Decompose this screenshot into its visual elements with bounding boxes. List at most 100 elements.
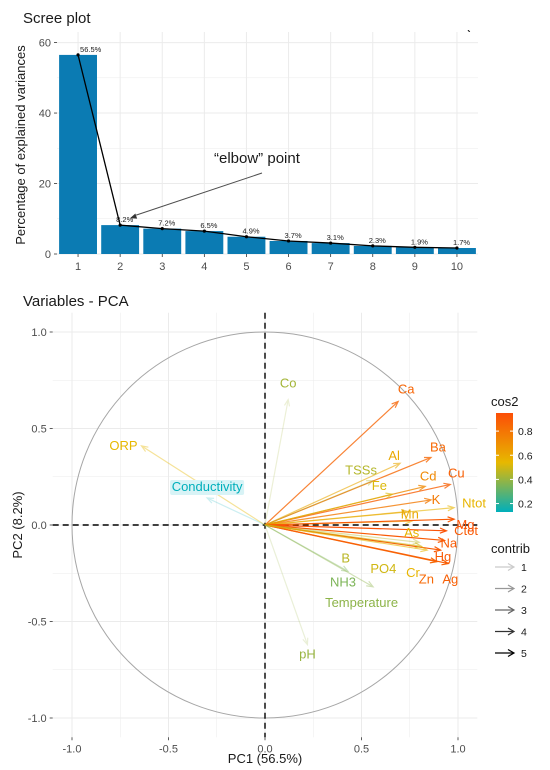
- variable-arrow-line: [264, 399, 289, 526]
- contrib-key-5: [495, 648, 516, 658]
- variable-label-hg: Hg: [435, 549, 452, 564]
- cos2-colorbar: [496, 413, 513, 512]
- variable-arrow-line: [264, 524, 374, 588]
- scree-plot-area: 0 20 40 60 56.5% 8.2% 7.2% 6.5% 4.9% 3.7% 3.1% 2.3%…: [39, 32, 478, 273]
- variable-arrow-line: [264, 456, 432, 526]
- variable-arrow-line: [264, 401, 399, 526]
- scree-data-label: 2.3%: [369, 236, 386, 245]
- elbow-arrow-head: [130, 213, 138, 219]
- scree-xtick-label: 2: [117, 261, 123, 273]
- conductivity-label-box: [170, 479, 245, 495]
- variable-arrow-k: [264, 497, 433, 526]
- variable-label-nh3: NH3: [330, 574, 356, 589]
- variable-label-ntot: Ntot: [462, 496, 486, 511]
- scree-bar: [143, 228, 182, 254]
- variable-arrow-head: [366, 580, 375, 588]
- cos2-tick-label: 0.8: [518, 426, 533, 438]
- variable-arrow-line: [264, 524, 447, 532]
- contrib-key-label: 1: [521, 562, 527, 574]
- cos2-legend: cos2 0.2 0.4 0.6 0.8: [491, 394, 533, 512]
- variable-arrow-head: [420, 546, 429, 553]
- contrib-legend: contrib 1 2 3 4 5: [491, 541, 530, 660]
- pca-panel: Variables - PCA b) PC1 (56.5%) PC2 (8.2%…: [10, 293, 533, 766]
- variable-arrow-line: [264, 524, 420, 543]
- scree-ytick-label: 20: [39, 179, 51, 191]
- cos2-tick-label: 0.6: [518, 450, 533, 462]
- variable-arrow-b: [264, 524, 422, 545]
- variable-label-ctot: Ctot: [454, 523, 478, 538]
- contrib-key-label: 5: [521, 648, 527, 660]
- pca-ytick-label: -1.0: [28, 713, 47, 725]
- scree-point: [244, 235, 249, 239]
- scree-bar: [59, 54, 97, 255]
- variable-label-temperature: Temperature: [325, 595, 398, 610]
- variable-arrow-head: [424, 497, 433, 504]
- pca-ytick-label: -0.5: [28, 617, 47, 629]
- variable-arrow-head: [433, 546, 443, 553]
- scree-data-label: 4.9%: [242, 227, 259, 236]
- cos2-tick-label: 0.2: [518, 499, 533, 511]
- variable-arrow-head: [400, 508, 410, 516]
- variable-arrow-head: [437, 536, 447, 544]
- variable-arrow-conductivity: [205, 497, 266, 526]
- contrib-key-head: [507, 648, 516, 658]
- scree-ylabel: Percentage of explained variances: [13, 45, 28, 245]
- variable-arrow-line: [264, 524, 309, 645]
- contrib-key-label: 2: [521, 584, 527, 596]
- variable-arrow-head: [443, 482, 452, 489]
- scree-ytick-label: 40: [39, 108, 51, 120]
- scree-xtick-label: 4: [201, 261, 207, 273]
- scree-data-label: 1.9%: [411, 237, 428, 246]
- variable-label-fe: Fe: [372, 478, 387, 493]
- pca-xtick-label: 1.0: [450, 743, 465, 755]
- scree-ytick-label: 60: [39, 38, 51, 50]
- variable-arrow-temperature: [264, 524, 375, 588]
- variable-label-co: Co: [280, 376, 297, 391]
- scree-bar: [185, 231, 224, 254]
- variable-label-conductivity: Conductivity: [172, 479, 243, 494]
- scree-xtick-label: 9: [412, 261, 418, 273]
- contrib-key-1: [495, 562, 516, 572]
- variable-arrow-line: [264, 462, 401, 526]
- pca-ytick-label: 0.5: [31, 424, 46, 436]
- variable-label-as: As: [404, 525, 420, 540]
- variable-arrow-line: [264, 524, 349, 572]
- variable-arrow-co: [264, 397, 291, 526]
- variable-label-mg: Mg: [456, 517, 474, 532]
- variable-arrow-head: [283, 397, 291, 407]
- cos2-legend-title: cos2: [491, 394, 518, 409]
- variable-arrow-head: [412, 538, 422, 545]
- pca-title: Variables - PCA: [23, 293, 129, 310]
- variable-arrow-head: [441, 559, 450, 566]
- scree-data-label: 6.5%: [200, 221, 217, 230]
- variable-arrow-line: [206, 497, 266, 526]
- variable-arrow-ctot: [264, 516, 456, 526]
- elbow-annotation: “elbow” point: [214, 150, 301, 167]
- contrib-key-head: [507, 562, 516, 572]
- variable-label-cr: Cr: [406, 565, 420, 580]
- scree-xtick-label: 5: [243, 261, 249, 273]
- variable-arrow-line: [264, 518, 455, 526]
- variable-arrow-mg: [264, 524, 449, 534]
- variable-arrow-head: [404, 518, 414, 525]
- scree-point: [118, 223, 122, 227]
- variable-arrow-line: [264, 493, 393, 526]
- cos2-tick-label: 0.4: [518, 474, 533, 486]
- scree-line: [77, 54, 457, 249]
- variable-arrow-head: [393, 462, 402, 469]
- pca-xtick-label: -0.5: [159, 743, 178, 755]
- scree-point: [202, 229, 206, 233]
- variable-arrow-po4: [264, 524, 423, 549]
- contrib-key-head: [507, 627, 516, 636]
- variable-label-ba: Ba: [430, 439, 447, 454]
- variable-label-orp: ORP: [109, 438, 137, 453]
- scree-xtick-label: 3: [159, 261, 165, 273]
- scree-data-label: 3.1%: [327, 233, 344, 242]
- variable-arrow-al: [264, 462, 402, 526]
- variable-arrow-line: [264, 524, 445, 542]
- scree-point: [160, 227, 164, 231]
- elbow-arrow-line: [135, 172, 263, 216]
- scree-point: [371, 244, 375, 248]
- pca-xtick-label: 0.0: [257, 743, 272, 755]
